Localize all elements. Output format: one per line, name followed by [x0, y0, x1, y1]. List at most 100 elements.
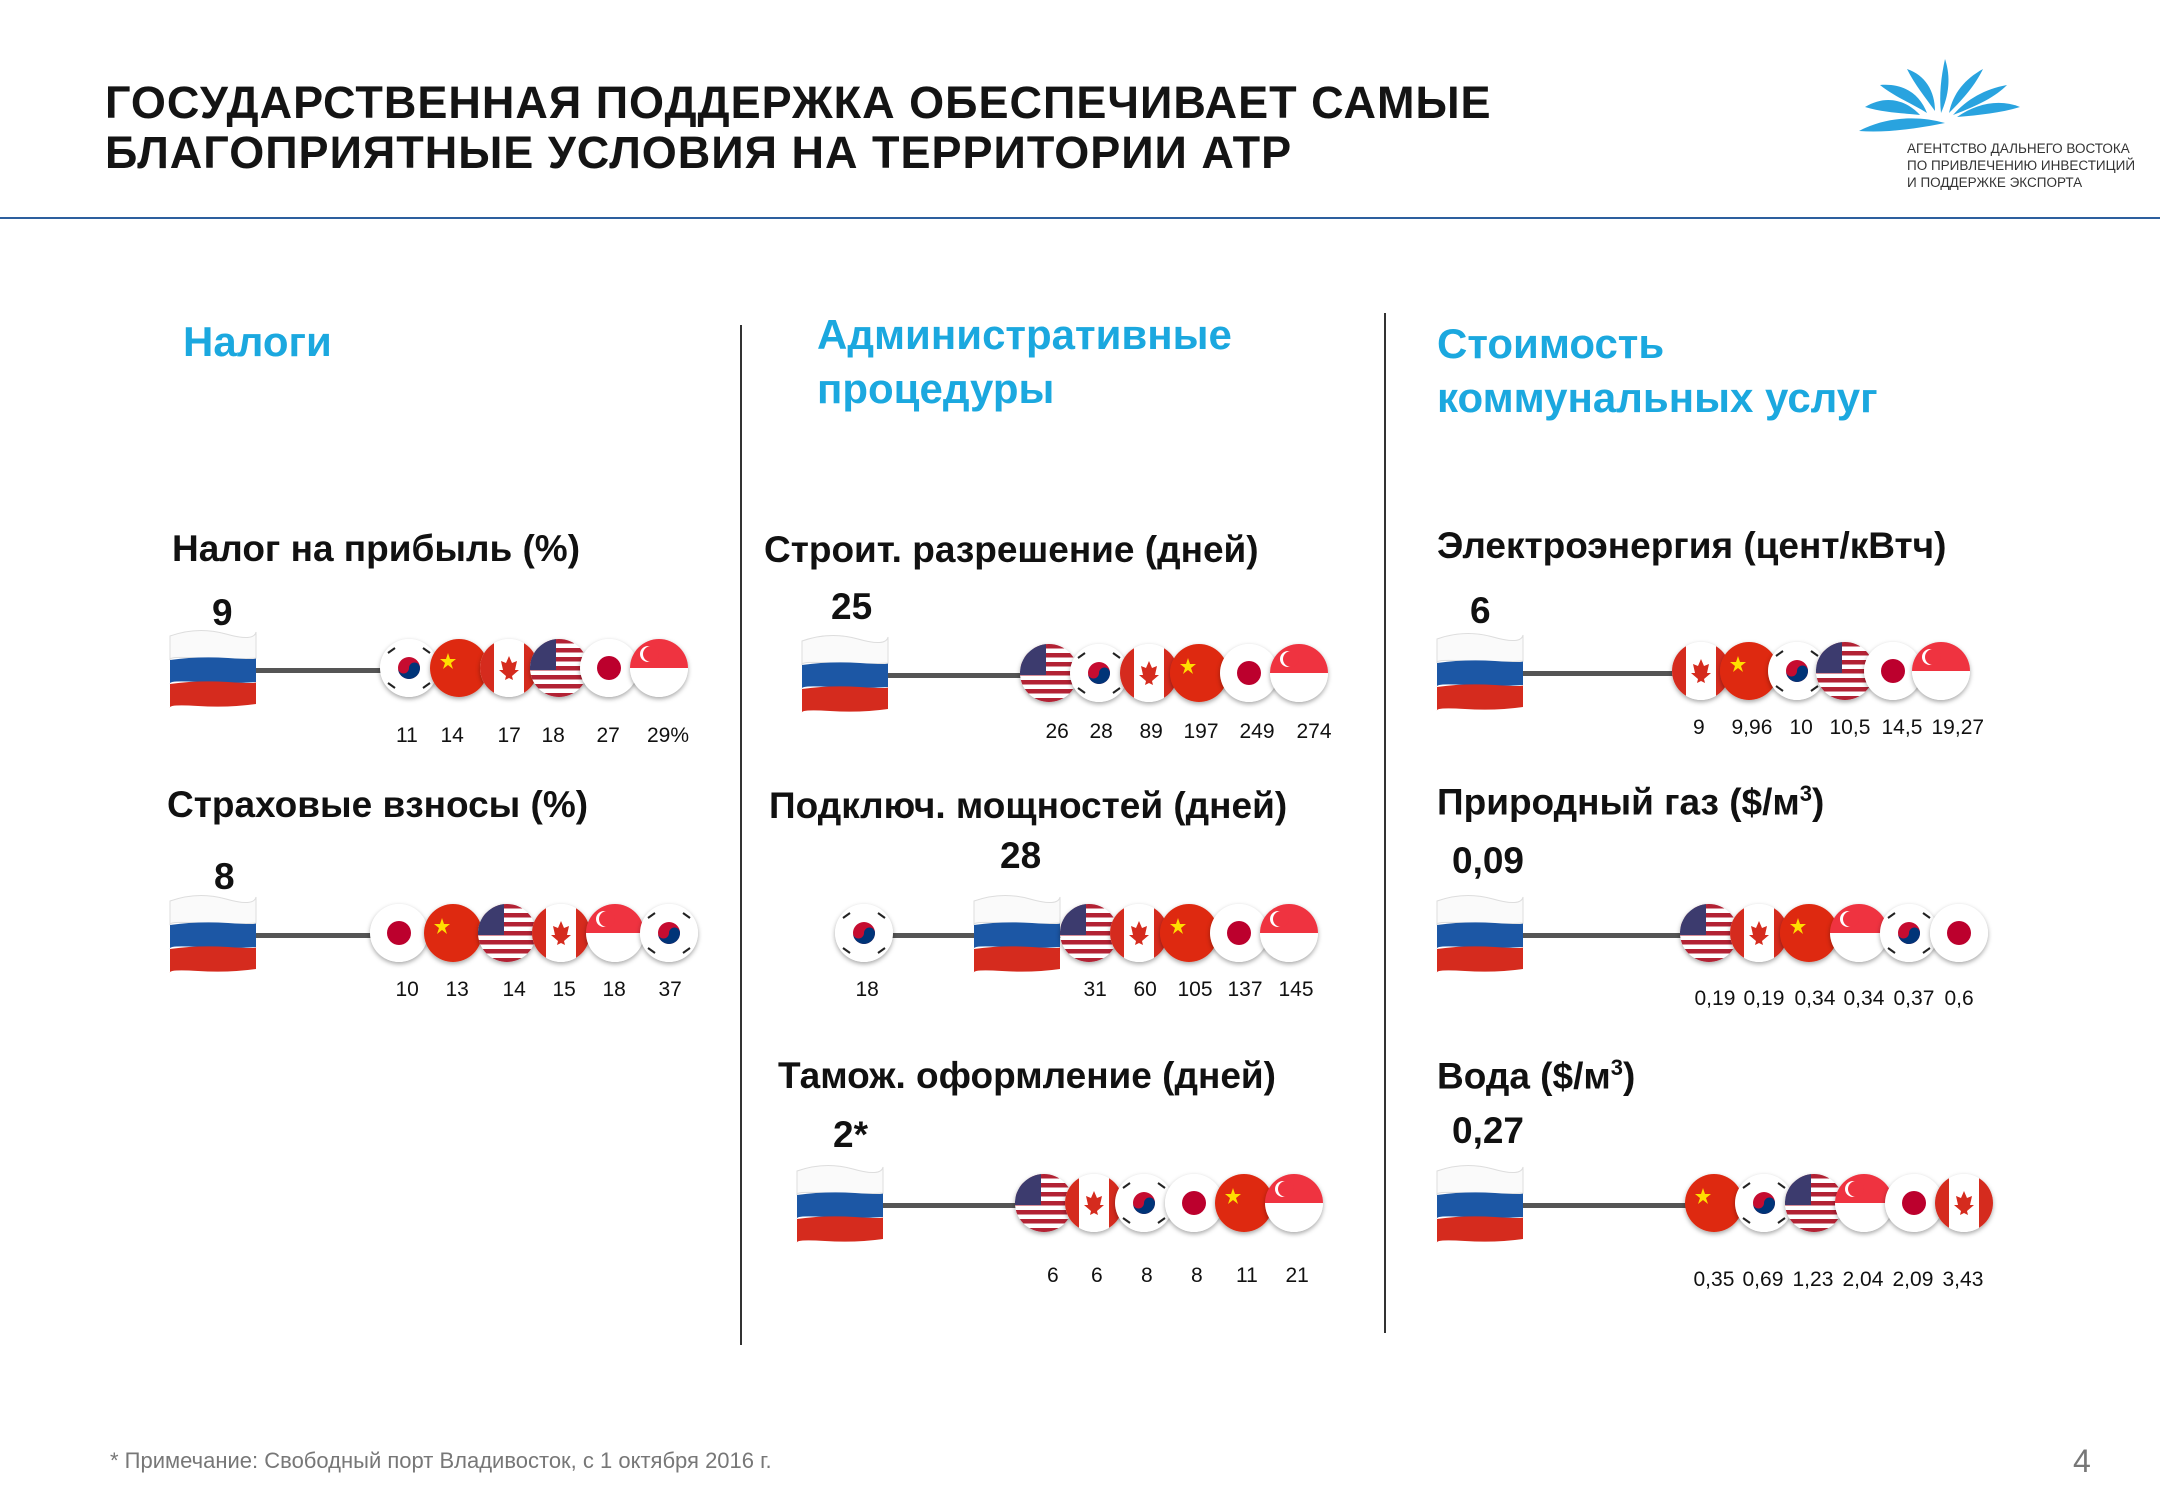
country-value: 13: [445, 978, 469, 1001]
connector-line: [1515, 1203, 1705, 1208]
country-value: 89: [1139, 720, 1163, 743]
china-flag-icon: [424, 904, 482, 962]
russia-value: 0,27: [1452, 1110, 1525, 1151]
column-divider-1: [740, 325, 742, 1345]
usa-flag-icon: [478, 904, 536, 962]
russia-value: 8: [214, 856, 235, 897]
country-value: 10,5: [1829, 716, 1871, 739]
country-value: 9: [1693, 716, 1705, 739]
column-title-line: Налоги: [183, 318, 332, 365]
metric-title: Страховые взносы (%): [167, 784, 589, 825]
country-value: 0,34: [1843, 987, 1885, 1010]
connector-line: [875, 933, 982, 938]
canada-flag-icon: [1935, 1174, 1993, 1232]
country-value: 2,04: [1842, 1268, 1884, 1291]
singapore-flag-icon: [630, 639, 688, 697]
usa-flag-icon: [1015, 1174, 1073, 1232]
metric-title: Природный газ ($/м3): [1437, 781, 1825, 823]
country-value: 14,5: [1881, 716, 1923, 739]
japan-flag-icon: [1885, 1174, 1943, 1232]
country-value: 17: [497, 724, 521, 747]
russia-flag-icon: [801, 635, 889, 713]
country-value: 15: [552, 978, 576, 1001]
title-line-2: БЛАГОПРИЯТНЫЕ УСЛОВИЯ НА ТЕРРИТОРИИ АТР: [105, 127, 1293, 178]
country-value: 0,19: [1694, 987, 1736, 1010]
country-value: 28: [1089, 720, 1113, 743]
usa-flag-icon: [1020, 644, 1078, 702]
country-value: 6: [1091, 1264, 1103, 1287]
russia-value: 6: [1470, 590, 1491, 631]
russia-value: 0,09: [1452, 840, 1525, 881]
metric-title: Строит. разрешение (дней): [764, 529, 1259, 570]
country-value: 274: [1296, 720, 1332, 743]
china-flag-icon: [1685, 1174, 1743, 1232]
column-title-admin: Административные процедуры: [817, 308, 1232, 416]
column-title-line: Стоимость: [1437, 320, 1665, 367]
usa-flag-icon: [1680, 904, 1738, 962]
country-value: 11: [396, 724, 418, 747]
south-korea-flag-icon: [1070, 644, 1128, 702]
country-value: 0,6: [1944, 987, 1974, 1010]
china-flag-icon: [1780, 904, 1838, 962]
country-value: 8: [1141, 1264, 1153, 1287]
metric-title: Вода ($/м3): [1437, 1055, 1636, 1097]
russia-flag-icon: [169, 895, 257, 973]
column-title-line: коммунальных услуг: [1437, 374, 1878, 421]
country-value: 137: [1227, 978, 1263, 1001]
japan-flag-icon: [1220, 644, 1278, 702]
country-value: 21: [1285, 1264, 1309, 1287]
column-divider-2: [1384, 313, 1386, 1333]
country-value: 60: [1133, 978, 1157, 1001]
russia-flag-icon: [1436, 895, 1524, 973]
canada-flag-icon: [1730, 904, 1788, 962]
metric-title: Тамож. оформление (дней): [778, 1055, 1276, 1096]
column-title-line: процедуры: [817, 365, 1055, 412]
russia-value: 9: [212, 592, 233, 633]
connector-line: [248, 933, 390, 938]
logo-caption: Агентство Дальнего Востока по привлечени…: [1907, 140, 2135, 191]
connector-line: [248, 668, 400, 673]
country-value: 0,35: [1693, 1268, 1735, 1291]
singapore-flag-icon: [1270, 644, 1328, 702]
footnote: * Примечание: Свободный порт Владивосток…: [110, 1448, 772, 1473]
usa-flag-icon: [530, 639, 588, 697]
south-korea-flag-icon: [1115, 1174, 1173, 1232]
china-flag-icon: [1215, 1174, 1273, 1232]
country-value: 14: [502, 978, 526, 1001]
south-korea-flag-icon: [380, 639, 438, 697]
russia-value: 2*: [833, 1114, 868, 1155]
country-value: 11: [1236, 1264, 1258, 1287]
country-value: 18: [602, 978, 626, 1001]
connector-line: [880, 673, 1040, 678]
country-value: 18: [541, 724, 565, 747]
south-korea-flag-icon: [835, 904, 893, 962]
column-title-utilities: Стоимость коммунальных услуг: [1437, 317, 1878, 425]
japan-flag-icon: [370, 904, 428, 962]
country-value: 0,37: [1893, 987, 1935, 1010]
logo-line-2: по привлечению инвестиций: [1907, 158, 2136, 173]
usa-flag-icon: [1060, 904, 1118, 962]
country-value: 9,96: [1731, 716, 1773, 739]
metric-title: Подключ. мощностей (дней): [769, 785, 1288, 826]
country-value: 105: [1177, 978, 1213, 1001]
singapore-flag-icon: [586, 904, 644, 962]
country-value: 6: [1047, 1264, 1059, 1287]
country-value: 29%: [647, 724, 690, 747]
russia-flag-icon: [1436, 1165, 1524, 1243]
russia-flag-icon: [973, 895, 1061, 973]
south-korea-flag-icon: [1735, 1174, 1793, 1232]
country-value: 31: [1083, 978, 1107, 1001]
page-title: ГОСУДАРСТВЕННАЯ ПОДДЕРЖКА ОБЕСПЕЧИВАЕТ С…: [105, 78, 1492, 178]
column-title-line: Административные: [817, 311, 1232, 358]
south-korea-flag-icon: [640, 904, 698, 962]
logo-line-3: и поддержке экспорта: [1907, 175, 2083, 190]
country-value: 197: [1183, 720, 1219, 743]
china-flag-icon: [1170, 644, 1228, 702]
russia-flag-icon: [796, 1165, 884, 1243]
country-value: 8: [1191, 1264, 1203, 1287]
singapore-flag-icon: [1912, 642, 1970, 700]
singapore-flag-icon: [1260, 904, 1318, 962]
china-flag-icon: [1160, 904, 1218, 962]
country-value: 26: [1045, 720, 1069, 743]
connector-line: [1515, 671, 1692, 676]
